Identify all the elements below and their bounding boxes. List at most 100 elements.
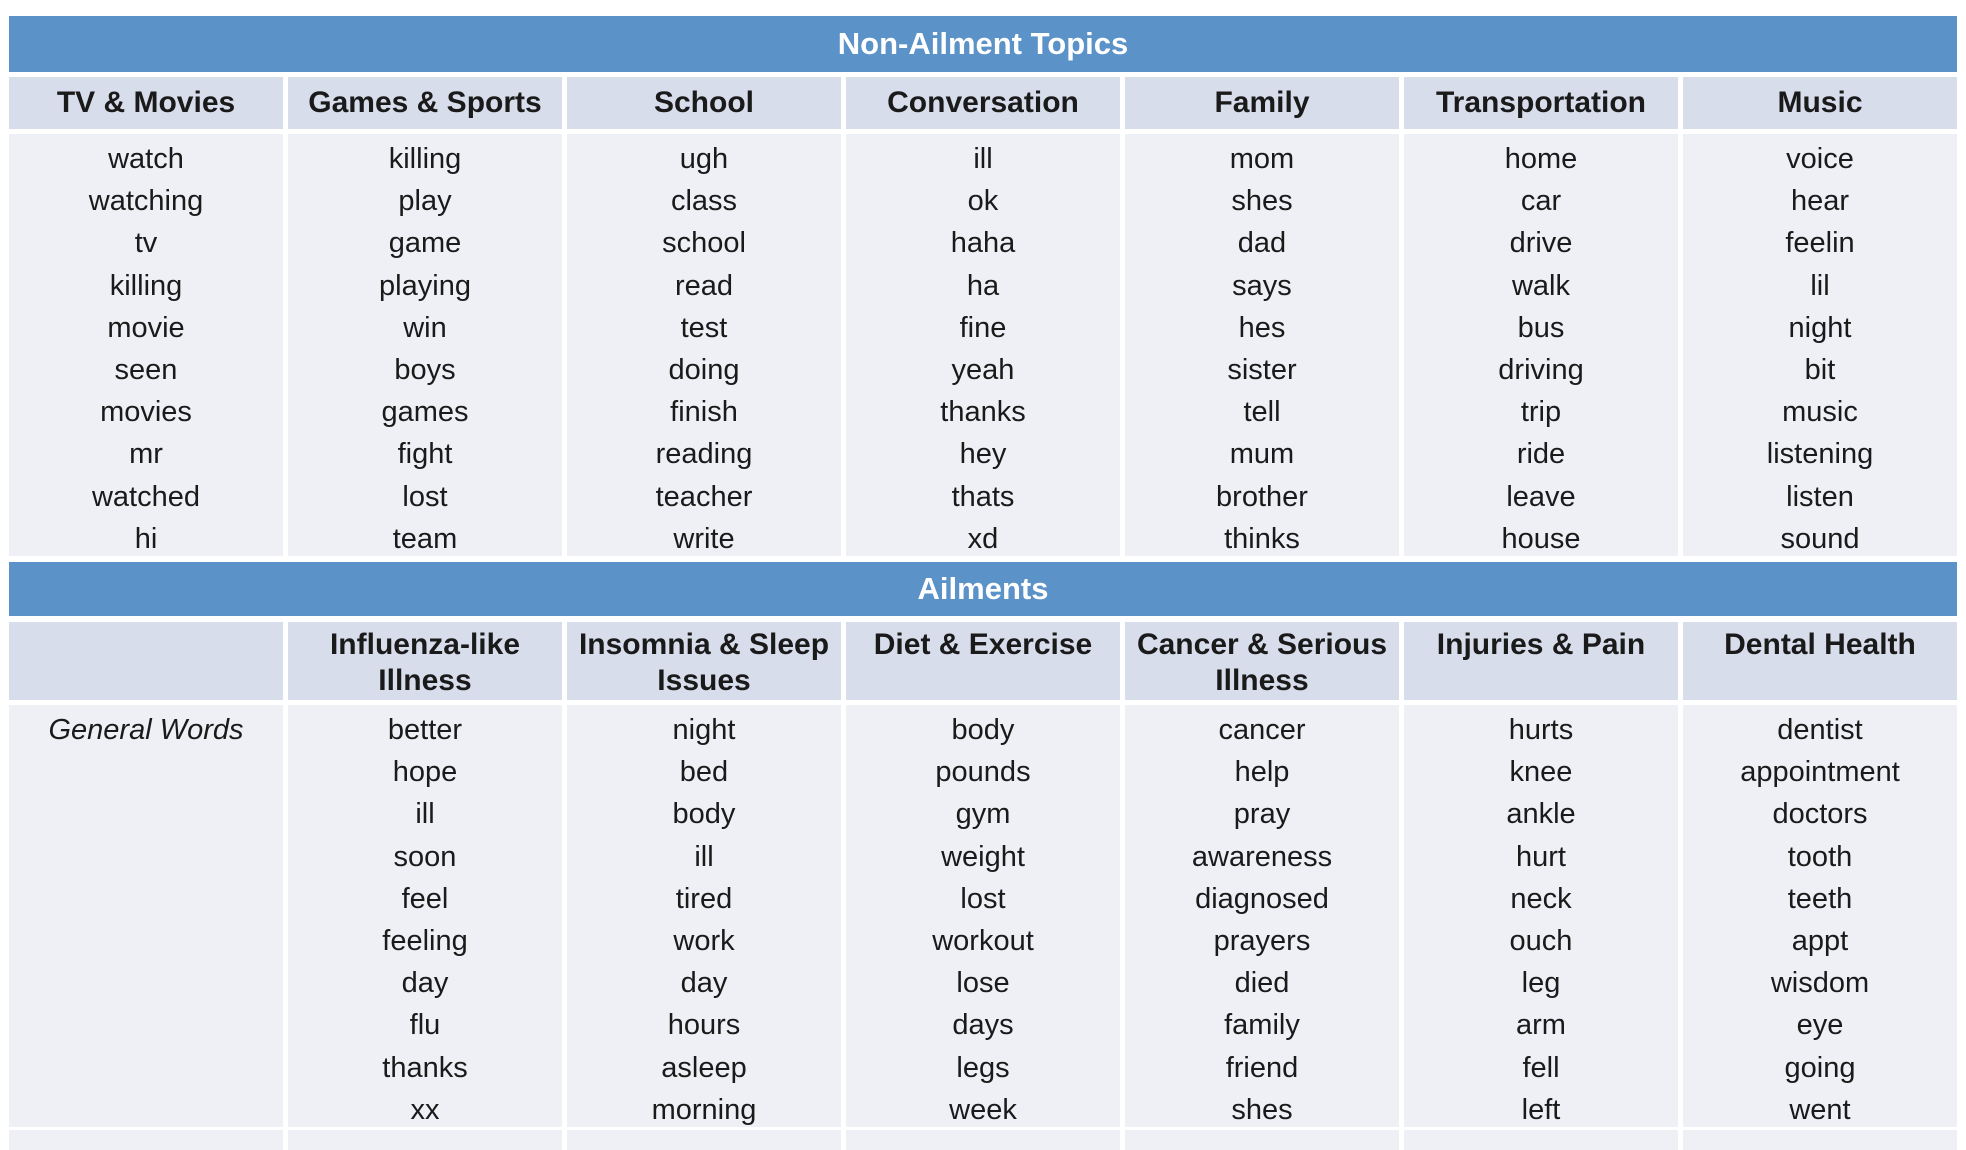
section-ailments: Ailments Influenza-like Illness Insomnia … (9, 562, 1957, 1127)
topic-word: friend (1225, 1051, 1299, 1084)
topic-word: hurt (1516, 840, 1566, 873)
topic-word: appointment (1740, 756, 1900, 789)
topic-word: arm (1516, 1009, 1566, 1042)
topic-word: movies (100, 396, 192, 429)
topic-word: finish (670, 396, 738, 429)
topic-word: yeah (951, 354, 1015, 387)
column-header: Insomnia & Sleep Issues (567, 622, 841, 700)
cutoff-cell (1404, 1130, 1678, 1150)
cutoff-cell (846, 1130, 1120, 1150)
topic-word: family (1224, 1009, 1300, 1042)
cutoff-cell (1683, 1130, 1957, 1150)
topic-word: hear (1790, 185, 1850, 218)
topic-word: haha (950, 227, 1016, 260)
cutoff-cell (9, 1130, 283, 1150)
topic-word: reading (655, 438, 753, 471)
topic-word: lost (402, 480, 448, 513)
topic-word: driving (1498, 354, 1584, 387)
topic-word: soon (393, 840, 457, 873)
topic-word: neck (1510, 882, 1572, 915)
non-ailment-header-row: TV & Movies Games & Sports School Conversat… (9, 77, 1957, 129)
column-header: Cancer & Serious Illness (1125, 622, 1399, 700)
topic-word: says (1232, 269, 1292, 302)
non-ailment-word-row: watch watching tv killing movie seen movies mr w… (9, 134, 1957, 556)
topic-word: awareness (1191, 840, 1333, 873)
word-list-cell: watch watching tv killing movie seen movies mr w… (9, 134, 283, 556)
column-header: TV & Movies (9, 77, 283, 129)
topic-word: doctors (1772, 798, 1868, 831)
topic-word: bit (1804, 354, 1836, 387)
topic-word: game (388, 227, 462, 260)
word-list-cell: General Words (9, 705, 283, 1127)
topic-word: dad (1237, 227, 1287, 260)
topic-word: workout (932, 925, 1034, 958)
topic-word: brother (1216, 480, 1308, 513)
topic-word: leave (1506, 480, 1576, 513)
column-header: Transportation (1404, 77, 1678, 129)
topic-word: better (387, 714, 463, 746)
topic-word: leg (1521, 967, 1561, 1000)
word-list-cell: dentist appointment doctors tooth teeth appt w… (1683, 705, 1957, 1127)
topic-word: mom (1229, 143, 1295, 175)
topic-word: car (1520, 185, 1562, 218)
topic-word: left (1521, 1093, 1561, 1126)
topic-word: died (1234, 967, 1290, 1000)
topic-word: fell (1522, 1051, 1560, 1084)
topic-word: lil (1810, 269, 1830, 302)
topic-word: hours (667, 1009, 741, 1042)
topic-word: hope (392, 756, 458, 789)
topic-word: lose (956, 967, 1010, 1000)
topic-word: walk (1511, 269, 1570, 302)
topic-word: ride (1516, 438, 1566, 471)
topic-word: trip (1520, 396, 1562, 429)
topic-word: feelin (1785, 227, 1855, 260)
topic-word: gym (955, 798, 1011, 831)
word-list-cell: body pounds gym weight lost workout lose days le… (846, 705, 1120, 1127)
topic-word: thanks (382, 1051, 468, 1084)
topic-word: movie (107, 311, 185, 344)
word-list-cell: cancer help pray awareness diagnosed prayers d… (1125, 705, 1399, 1127)
topic-word: ha (966, 269, 1000, 302)
topic-word: tell (1243, 396, 1281, 429)
topic-word: shes (1231, 1093, 1293, 1126)
topic-word: doing (668, 354, 740, 387)
topic-word: sister (1227, 354, 1297, 387)
topic-word: ugh (679, 143, 729, 175)
topic-word: ill (694, 840, 714, 873)
topic-word: write (673, 522, 735, 555)
topic-word: thanks (940, 396, 1026, 429)
topic-word: diagnosed (1195, 882, 1329, 915)
topic-word: listening (1766, 438, 1874, 471)
topic-word: fine (959, 311, 1007, 344)
topic-word: team (392, 522, 458, 555)
topic-word: flu (409, 1009, 441, 1042)
topic-word: boys (394, 354, 456, 387)
topic-word: killing (388, 143, 462, 175)
topic-word: thats (951, 480, 1015, 513)
topic-word: read (674, 269, 734, 302)
topic-word: pounds (935, 756, 1031, 789)
topic-word: xx (410, 1093, 440, 1126)
word-list-cell: night bed body ill tired work day hours asleep mo… (567, 705, 841, 1127)
topic-word: bus (1517, 311, 1565, 344)
column-header (9, 622, 283, 700)
word-list-cell: mom shes dad says hes sister tell mum brother thi… (1125, 134, 1399, 556)
cutoff-cell (288, 1130, 562, 1150)
topic-word: prayers (1213, 925, 1311, 958)
topic-word: bed (679, 756, 729, 789)
topic-word: house (1501, 522, 1581, 555)
topic-word: feel (401, 882, 449, 915)
topic-word: killing (109, 269, 183, 302)
topic-word: test (680, 311, 728, 344)
section-title-non-ailment-topics: Non-Ailment Topics (9, 16, 1957, 72)
topic-word: going (1784, 1051, 1856, 1084)
word-list-cell: voice hear feelin lil night bit music listening… (1683, 134, 1957, 556)
topic-word: drive (1509, 227, 1573, 260)
column-header: Games & Sports (288, 77, 562, 129)
word-list-cell: killing play game playing win boys games fight l… (288, 134, 562, 556)
topic-word: sound (1780, 522, 1860, 555)
topic-word: seen (114, 354, 178, 387)
topic-word: night (1788, 311, 1852, 344)
column-header: Music (1683, 77, 1957, 129)
